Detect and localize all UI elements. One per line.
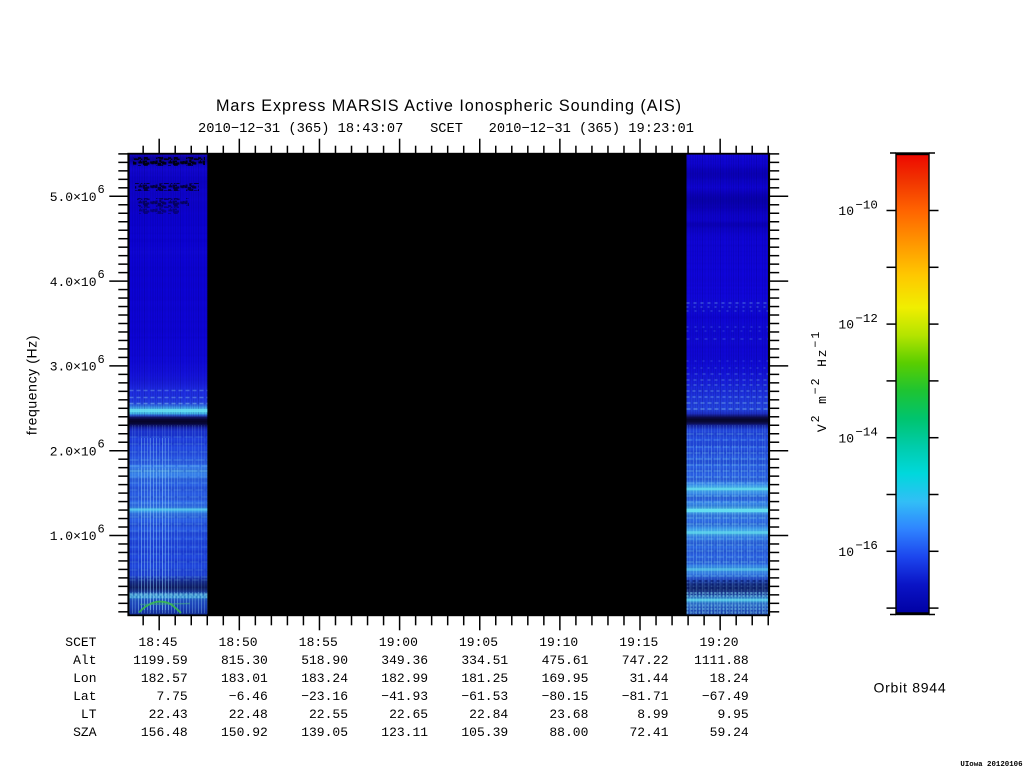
svg-text:−41.93: −41.93: [381, 689, 428, 704]
svg-text:475.61: 475.61: [542, 653, 589, 668]
svg-text:4.0×10: 4.0×10: [50, 275, 97, 290]
svg-text:19:00: 19:00: [379, 635, 418, 650]
svg-text:59.24: 59.24: [710, 725, 749, 740]
svg-text:SZA: SZA: [73, 725, 97, 740]
svg-text:88.00: 88.00: [549, 725, 588, 740]
svg-text:181.25: 181.25: [461, 671, 508, 686]
svg-text:−10: −10: [856, 198, 878, 212]
svg-text:72.41: 72.41: [629, 725, 668, 740]
svg-text:182.99: 182.99: [381, 671, 428, 686]
svg-text:22.84: 22.84: [469, 707, 508, 722]
svg-text:10: 10: [838, 318, 854, 333]
svg-text:123.11: 123.11: [381, 725, 428, 740]
svg-text:2010−12−31 (365) 19:23:01: 2010−12−31 (365) 19:23:01: [489, 122, 694, 137]
svg-text:139.05: 139.05: [301, 725, 348, 740]
svg-text:−12: −12: [856, 312, 878, 326]
svg-text:19:20: 19:20: [699, 635, 738, 650]
svg-text:frequency (Hz): frequency (Hz): [24, 335, 40, 435]
svg-text:Lon: Lon: [73, 671, 96, 686]
svg-text:183.24: 183.24: [301, 671, 348, 686]
svg-text:182.57: 182.57: [141, 671, 188, 686]
svg-text:SCET: SCET: [65, 635, 96, 650]
svg-text:−6.46: −6.46: [229, 689, 268, 704]
svg-text:349.36: 349.36: [381, 653, 428, 668]
svg-text:19:15: 19:15: [619, 635, 658, 650]
svg-text:−23.16: −23.16: [301, 689, 348, 704]
svg-text:747.22: 747.22: [622, 653, 669, 668]
svg-text:1199.59: 1199.59: [133, 653, 188, 668]
svg-text:Mars Express MARSIS Active Ion: Mars Express MARSIS Active Ionospheric S…: [216, 97, 682, 115]
svg-text:31.44: 31.44: [629, 671, 668, 686]
svg-text:18:50: 18:50: [219, 635, 258, 650]
svg-text:7.75: 7.75: [156, 689, 187, 704]
svg-text:9.95: 9.95: [717, 707, 748, 722]
svg-text:19:05: 19:05: [459, 635, 498, 650]
svg-text:6: 6: [98, 268, 105, 282]
svg-text:5.0×10: 5.0×10: [50, 190, 97, 205]
svg-text:Lat: Lat: [73, 689, 96, 704]
svg-text:6: 6: [98, 438, 105, 452]
svg-text:−16: −16: [856, 539, 878, 553]
svg-text:105.39: 105.39: [461, 725, 508, 740]
svg-text:815.30: 815.30: [221, 653, 268, 668]
svg-text:Alt: Alt: [73, 653, 96, 668]
svg-text:1111.88: 1111.88: [694, 653, 749, 668]
svg-text:10: 10: [838, 204, 854, 219]
svg-text:−14: −14: [856, 426, 878, 440]
svg-text:18:45: 18:45: [138, 635, 177, 650]
svg-text:23.68: 23.68: [549, 707, 588, 722]
svg-text:22.65: 22.65: [389, 707, 428, 722]
svg-text:150.92: 150.92: [221, 725, 268, 740]
svg-text:2.0×10: 2.0×10: [50, 444, 97, 459]
svg-text:518.90: 518.90: [301, 653, 348, 668]
svg-text:8.99: 8.99: [637, 707, 668, 722]
svg-text:1.0×10: 1.0×10: [50, 529, 97, 544]
svg-text:19:10: 19:10: [539, 635, 578, 650]
svg-text:SCET: SCET: [430, 122, 463, 137]
svg-text:18:55: 18:55: [299, 635, 338, 650]
svg-text:−81.71: −81.71: [622, 689, 669, 704]
svg-text:169.95: 169.95: [542, 671, 589, 686]
svg-text:18.24: 18.24: [710, 671, 749, 686]
svg-text:UIowa 20120106: UIowa 20120106: [960, 761, 1023, 768]
svg-text:V2 m−2 Hz−1: V2 m−2 Hz−1: [810, 330, 830, 432]
svg-text:LT: LT: [81, 707, 97, 722]
svg-text:10: 10: [838, 545, 854, 560]
svg-text:10: 10: [838, 431, 854, 446]
svg-text:3.0×10: 3.0×10: [50, 360, 97, 375]
svg-text:22.55: 22.55: [309, 707, 348, 722]
svg-text:−80.15: −80.15: [542, 689, 589, 704]
svg-text:6: 6: [98, 522, 105, 536]
svg-text:334.51: 334.51: [461, 653, 508, 668]
svg-text:22.48: 22.48: [229, 707, 268, 722]
svg-text:6: 6: [98, 353, 105, 367]
svg-text:22.43: 22.43: [149, 707, 188, 722]
svg-text:−61.53: −61.53: [461, 689, 508, 704]
svg-text:156.48: 156.48: [141, 725, 188, 740]
svg-text:6: 6: [98, 183, 105, 197]
svg-text:183.01: 183.01: [221, 671, 268, 686]
svg-text:−67.49: −67.49: [702, 689, 749, 704]
svg-text:Orbit 8944: Orbit 8944: [874, 679, 947, 695]
svg-text:2010−12−31 (365) 18:43:07: 2010−12−31 (365) 18:43:07: [198, 122, 403, 137]
